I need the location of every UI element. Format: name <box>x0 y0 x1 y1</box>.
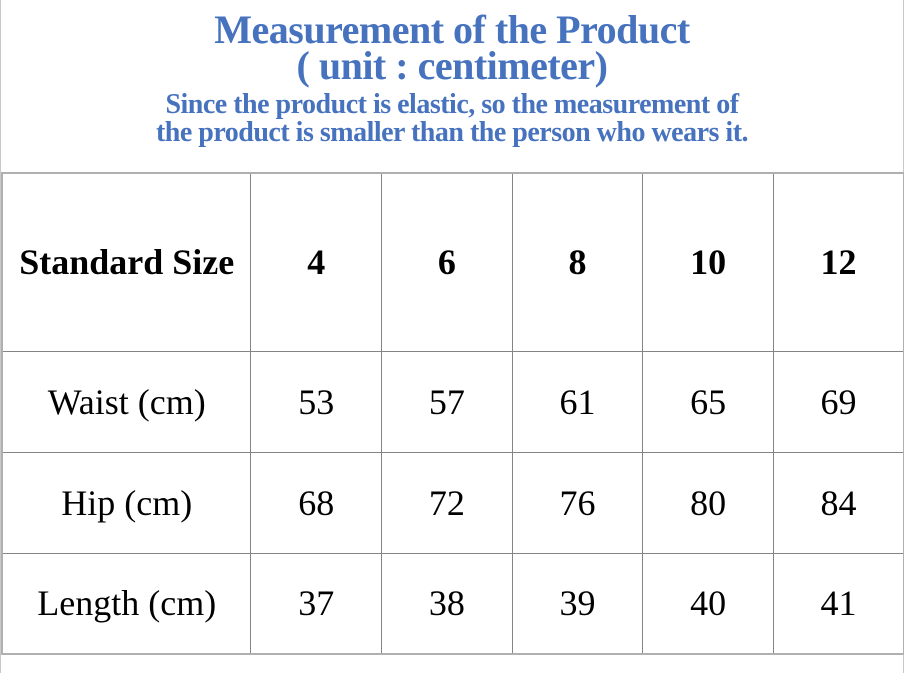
header-cell-standard-size: Standard Size <box>1 172 252 352</box>
page-title-line-1: Measurement of the Product <box>214 7 690 52</box>
subtitle-block: Since the product is elastic, so the mea… <box>1 91 903 147</box>
cell-length-size-12: 41 <box>772 552 904 655</box>
cell-waist-size-6: 57 <box>381 350 513 453</box>
table-row-length: Length (cm) 37 38 39 40 41 <box>1 552 904 655</box>
cell-waist-size-10: 65 <box>642 350 774 453</box>
cell-hip-size-4: 68 <box>250 451 383 554</box>
cell-hip-size-8: 76 <box>511 451 644 554</box>
cell-length-size-4: 37 <box>250 552 383 655</box>
cell-hip-size-12: 84 <box>772 451 904 554</box>
table-row-waist: Waist (cm) 53 57 61 65 69 <box>1 350 904 453</box>
cell-length-size-10: 40 <box>642 552 774 655</box>
row-label-waist: Waist (cm) <box>1 350 252 453</box>
cell-waist-size-8: 61 <box>511 350 644 453</box>
cell-hip-size-6: 72 <box>381 451 513 554</box>
subtitle-line-1: Since the product is elastic, so the mea… <box>165 89 739 120</box>
header-cell-size-6: 6 <box>381 172 513 352</box>
row-label-length: Length (cm) <box>1 552 252 655</box>
cell-length-size-6: 38 <box>381 552 513 655</box>
cell-waist-size-4: 53 <box>250 350 383 453</box>
measurement-table: Standard Size 4 6 8 10 12 Waist (cm) 53 … <box>1 172 904 655</box>
cell-length-size-8: 39 <box>511 552 644 655</box>
table-header-row: Standard Size 4 6 8 10 12 <box>1 172 904 352</box>
header-cell-size-12: 12 <box>772 172 904 352</box>
heading-block: Measurement of the Product ( unit : cent… <box>1 7 903 147</box>
cell-hip-size-10: 80 <box>642 451 774 554</box>
header-cell-size-10: 10 <box>642 172 774 352</box>
row-label-hip: Hip (cm) <box>1 451 252 554</box>
page-title-line-2: ( unit : centimeter) <box>296 43 608 88</box>
header-cell-size-4: 4 <box>250 172 383 352</box>
table-row-hip: Hip (cm) 68 72 76 80 84 <box>1 451 904 554</box>
header-cell-size-8: 8 <box>511 172 644 352</box>
subtitle-line-2: the product is smaller than the person w… <box>155 117 749 148</box>
cell-waist-size-12: 69 <box>772 350 904 453</box>
